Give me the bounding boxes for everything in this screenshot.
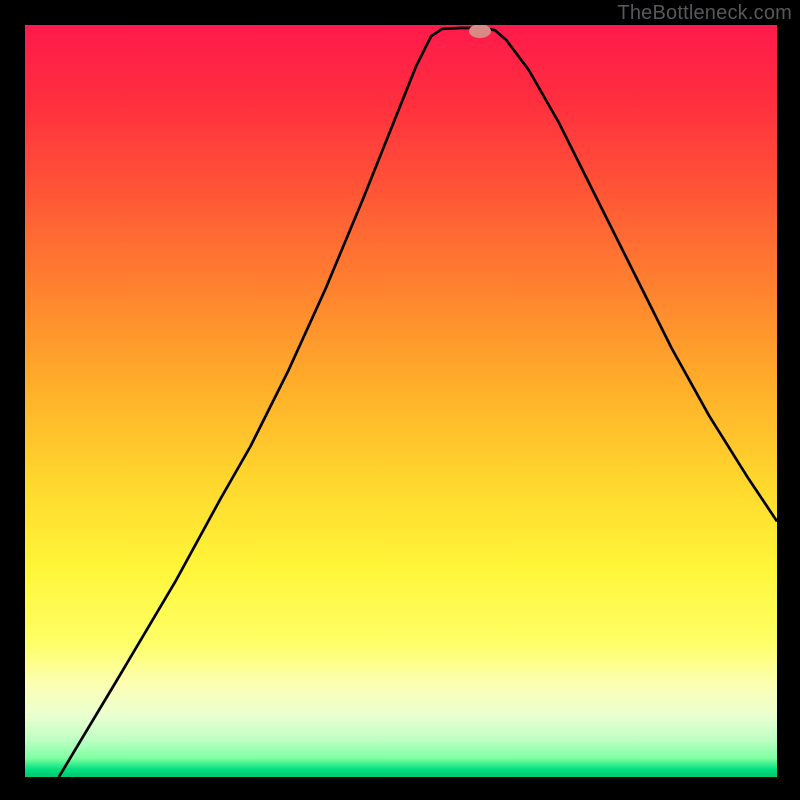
bottleneck-curve-chart — [25, 25, 777, 777]
gradient-background — [25, 25, 777, 777]
chart-container: TheBottleneck.com — [0, 0, 800, 800]
watermark-text: TheBottleneck.com — [617, 2, 792, 25]
